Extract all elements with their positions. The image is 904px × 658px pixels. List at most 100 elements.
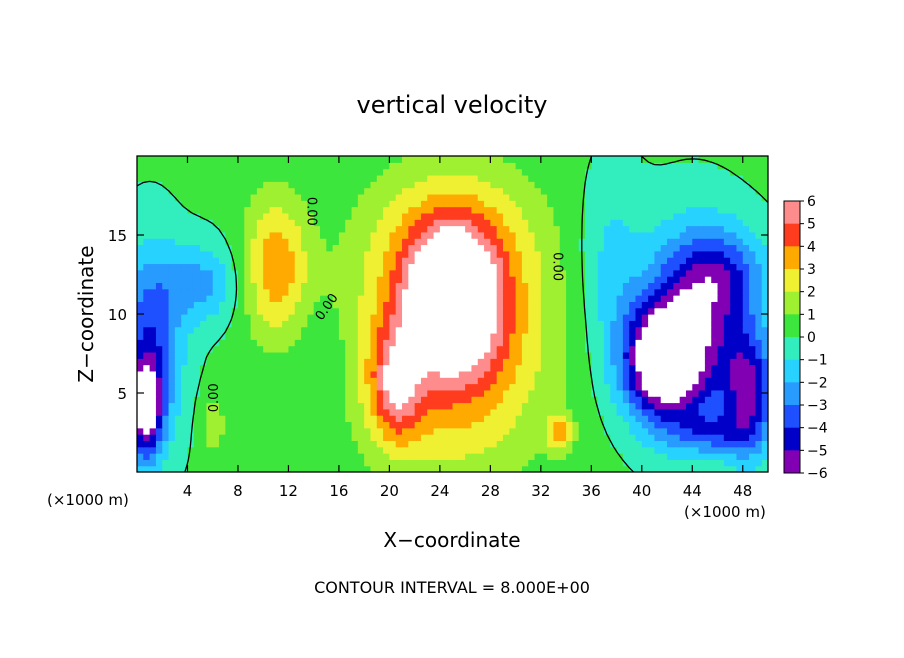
heatmap-cell (667, 326, 674, 334)
heatmap-cell (237, 465, 245, 472)
heatmap-cell (395, 231, 403, 239)
heatmap-cell (155, 206, 163, 214)
heatmap-cell (162, 206, 170, 214)
heatmap-cell (471, 377, 479, 385)
heatmap-cell (515, 314, 523, 321)
heatmap-cell (244, 181, 252, 189)
heatmap-cell (585, 465, 592, 472)
heatmap-cell (730, 396, 738, 404)
heatmap-cell (471, 440, 479, 448)
heatmap-cell (553, 269, 561, 277)
heatmap-cell (591, 332, 599, 340)
heatmap-cell (313, 427, 321, 435)
heatmap-cell (155, 358, 163, 366)
heatmap-cell (484, 244, 491, 252)
heatmap-cell (717, 339, 725, 347)
heatmap-cell (490, 244, 498, 252)
heatmap-cell (471, 193, 479, 201)
heatmap-cell (685, 351, 693, 359)
heatmap-cell (420, 314, 428, 321)
heatmap-cell (679, 257, 687, 265)
heatmap-cell (704, 269, 712, 277)
heatmap-cell (717, 257, 725, 265)
heatmap-cell (698, 282, 706, 290)
heatmap-cell (338, 434, 346, 441)
heatmap-cell (237, 200, 245, 208)
heatmap-cell (269, 162, 277, 170)
heatmap-cell (282, 446, 290, 454)
heatmap-cell (294, 339, 302, 347)
heatmap-cell (433, 351, 441, 359)
heatmap-cell (585, 434, 592, 441)
heatmap-cell (187, 174, 195, 182)
heatmap-cell (465, 168, 473, 176)
heatmap-cell (275, 339, 283, 347)
heatmap-cell (742, 446, 750, 454)
heatmap-cell (137, 396, 144, 404)
heatmap-cell (414, 156, 422, 163)
heatmap-cell (547, 257, 555, 265)
heatmap-cell (578, 288, 586, 296)
heatmap-cell (660, 156, 668, 163)
heatmap-cell (395, 440, 403, 448)
heatmap-cell (660, 326, 668, 334)
heatmap-cell (465, 187, 473, 195)
heatmap-cell (515, 238, 523, 246)
heatmap-cell (402, 225, 409, 233)
heatmap-cell (269, 364, 277, 372)
heatmap-cell (603, 244, 611, 252)
heatmap-cell (603, 351, 611, 359)
heatmap-cell (648, 377, 656, 385)
heatmap-cell (193, 250, 201, 258)
heatmap-cell (679, 351, 687, 359)
heatmap-cell (162, 402, 170, 410)
heatmap-cell (187, 364, 195, 372)
heatmap-cell (200, 282, 208, 290)
heatmap-cell (742, 295, 750, 302)
heatmap-cell (149, 212, 157, 220)
heatmap-cell (603, 269, 611, 277)
heatmap-cell (137, 257, 144, 265)
heatmap-cell (345, 181, 353, 189)
heatmap-cell (742, 162, 750, 170)
heatmap-cell (559, 326, 567, 334)
heatmap-cell (162, 364, 170, 372)
heatmap-cell (143, 396, 151, 404)
heatmap-cell (282, 282, 290, 290)
heatmap-cell (351, 427, 359, 435)
heatmap-cell (559, 250, 567, 258)
heatmap-cell (263, 288, 271, 296)
heatmap-cell (395, 383, 403, 391)
heatmap-cell (723, 427, 731, 435)
heatmap-cell (629, 408, 637, 416)
heatmap-cell (307, 288, 315, 296)
heatmap-cell (231, 288, 239, 296)
heatmap-cell (496, 383, 504, 391)
heatmap-cell (187, 162, 195, 170)
heatmap-cell (673, 314, 681, 321)
heatmap-cell (648, 358, 656, 366)
heatmap-cell (231, 332, 239, 340)
heatmap-cell (521, 320, 529, 328)
heatmap-cell (357, 193, 365, 201)
heatmap-cell (439, 263, 447, 271)
heatmap-cell (540, 370, 548, 378)
heatmap-cell (395, 326, 403, 334)
heatmap-cell (667, 459, 674, 467)
heatmap-cell (301, 295, 308, 302)
heatmap-cell (275, 326, 283, 334)
heatmap-cell (496, 162, 504, 170)
heatmap-cell (679, 250, 687, 258)
heatmap-cell (566, 314, 573, 321)
heatmap-cell (319, 402, 327, 410)
heatmap-cell (313, 250, 321, 258)
heatmap-cell (237, 263, 245, 271)
heatmap-cell (679, 402, 687, 410)
heatmap-cell (717, 212, 725, 220)
heatmap-cell (313, 282, 321, 290)
heatmap-cell (402, 383, 409, 391)
heatmap-cell (540, 408, 548, 416)
heatmap-cell (704, 377, 712, 385)
heatmap-cell (357, 288, 365, 296)
heatmap-cell (439, 402, 447, 410)
